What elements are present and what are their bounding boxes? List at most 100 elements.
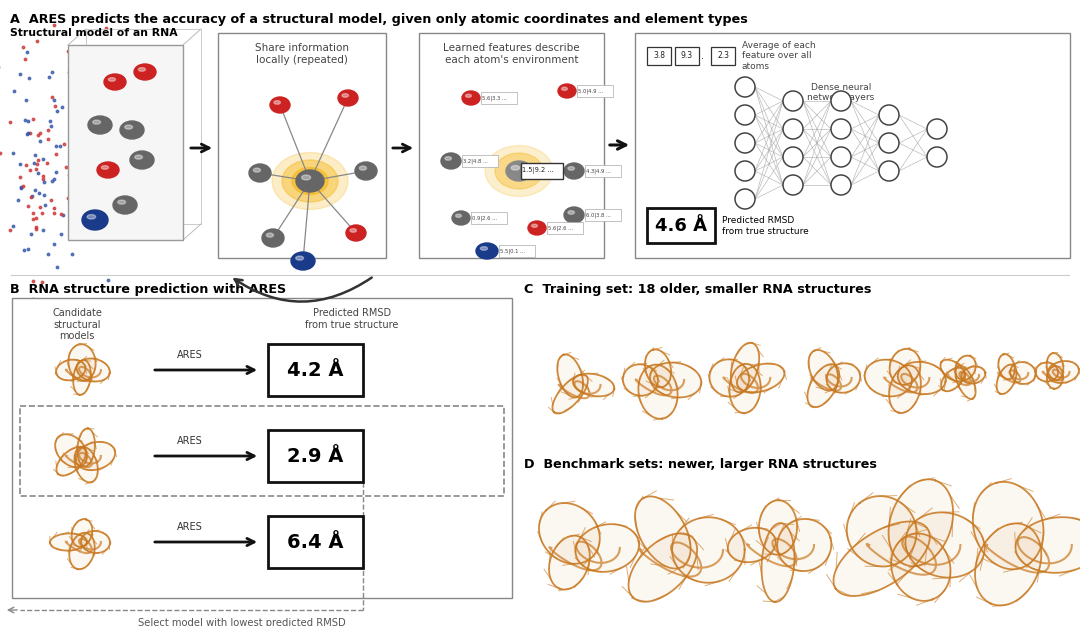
Polygon shape [539,503,599,564]
Ellipse shape [296,170,324,192]
Ellipse shape [87,116,112,134]
Ellipse shape [134,64,156,80]
Polygon shape [1015,517,1080,573]
Polygon shape [710,359,750,397]
Ellipse shape [282,160,338,202]
Text: ARES: ARES [177,522,203,532]
Ellipse shape [292,168,328,195]
Polygon shape [623,364,658,396]
Circle shape [783,175,804,195]
FancyBboxPatch shape [462,155,498,167]
Text: A  ARES predicts the accuracy of a structural model, given only atomic coordinat: A ARES predicts the accuracy of a struct… [10,13,747,26]
Ellipse shape [568,167,575,170]
Polygon shape [941,367,964,391]
Polygon shape [75,447,98,483]
Polygon shape [78,428,95,466]
Polygon shape [1010,362,1036,384]
Polygon shape [55,434,87,467]
Polygon shape [834,521,930,596]
Text: 3.2|4.8 ...: 3.2|4.8 ... [463,158,488,164]
Ellipse shape [511,165,519,170]
Ellipse shape [456,214,461,217]
Circle shape [783,91,804,111]
Polygon shape [889,366,921,413]
Polygon shape [778,519,832,571]
Circle shape [735,189,755,209]
Polygon shape [629,533,697,602]
Text: 2.3: 2.3 [717,51,729,61]
Polygon shape [76,442,116,470]
Ellipse shape [528,221,546,235]
Circle shape [735,133,755,153]
Text: B  RNA structure prediction with ARES: B RNA structure prediction with ARES [10,283,286,296]
Polygon shape [553,374,588,414]
FancyBboxPatch shape [635,33,1070,258]
Ellipse shape [130,151,154,169]
FancyBboxPatch shape [218,33,386,258]
Polygon shape [891,533,950,601]
FancyBboxPatch shape [546,222,583,234]
Polygon shape [650,362,701,398]
Ellipse shape [342,94,349,97]
Circle shape [735,105,755,125]
Ellipse shape [296,256,303,260]
Text: 6.4 Å: 6.4 Å [287,533,343,553]
Polygon shape [737,364,784,393]
Polygon shape [865,360,912,396]
Polygon shape [961,366,985,384]
Text: 0.9|2.6 ...: 0.9|2.6 ... [472,215,497,221]
Polygon shape [576,524,639,572]
Ellipse shape [346,225,366,241]
FancyBboxPatch shape [481,92,517,104]
Ellipse shape [445,156,451,160]
Polygon shape [998,354,1015,379]
Circle shape [831,147,851,167]
Polygon shape [638,365,677,419]
Polygon shape [897,362,946,394]
Text: 4.3|4.9 ...: 4.3|4.9 ... [586,168,611,174]
FancyBboxPatch shape [585,209,621,221]
Ellipse shape [249,164,271,182]
Ellipse shape [485,145,553,197]
Ellipse shape [507,161,532,181]
Text: 5.6|2.6 ...: 5.6|2.6 ... [548,225,573,231]
Circle shape [831,91,851,111]
FancyBboxPatch shape [647,208,715,243]
Polygon shape [77,359,110,381]
Polygon shape [56,447,85,476]
Text: Candidate
structural
models: Candidate structural models [52,308,102,341]
Ellipse shape [254,168,260,172]
Ellipse shape [481,247,487,250]
Polygon shape [1036,362,1058,381]
Ellipse shape [118,200,125,204]
Polygon shape [973,482,1043,569]
Text: ARES: ARES [177,350,203,360]
Polygon shape [759,500,797,555]
Polygon shape [847,496,917,567]
Circle shape [927,119,947,139]
Circle shape [735,77,755,97]
Text: 5.5|0.1 ...: 5.5|0.1 ... [500,249,525,254]
Polygon shape [635,496,690,568]
Polygon shape [549,536,590,590]
Text: 5.6|3.3 ...: 5.6|3.3 ... [482,95,507,101]
Ellipse shape [453,211,470,225]
Ellipse shape [338,90,357,106]
Polygon shape [73,360,91,395]
Text: Share information
locally (repeated): Share information locally (repeated) [255,43,349,64]
Ellipse shape [120,121,144,139]
Polygon shape [997,364,1016,394]
Text: Predicted RMSD
from true structure: Predicted RMSD from true structure [306,308,399,330]
Polygon shape [731,342,759,393]
FancyBboxPatch shape [499,245,535,257]
Ellipse shape [441,153,461,169]
Ellipse shape [113,196,137,214]
Polygon shape [728,528,775,562]
Circle shape [831,119,851,139]
Polygon shape [68,344,96,381]
Circle shape [879,161,899,181]
Circle shape [879,105,899,125]
Text: 6.0|3.8 ...: 6.0|3.8 ... [586,212,611,218]
Polygon shape [729,364,760,413]
Ellipse shape [558,84,576,98]
